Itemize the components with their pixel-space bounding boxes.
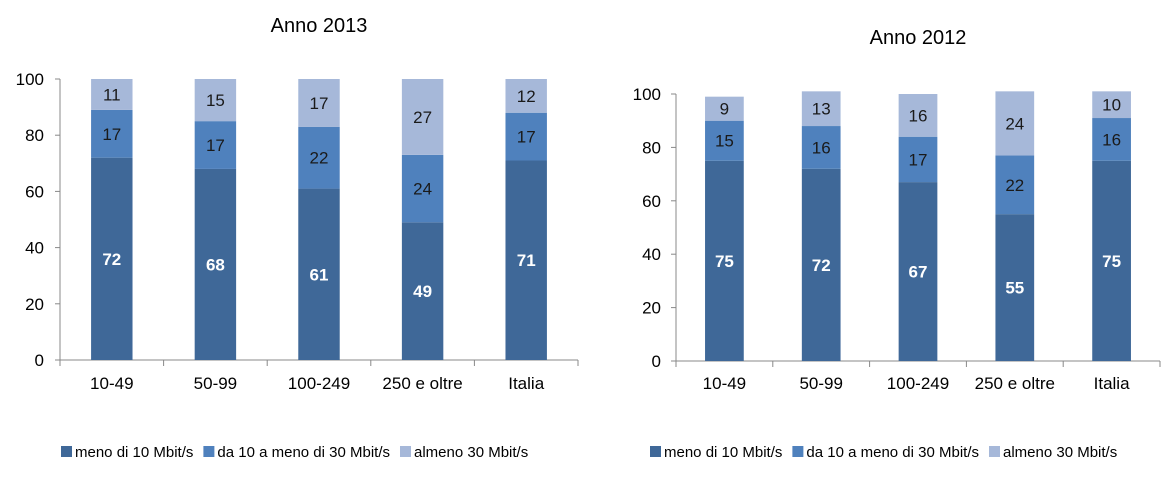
bar-0-3-s2 <box>401 79 444 155</box>
data-label-1-4-s1: 16 <box>1102 130 1121 149</box>
bar-0-0-s2 <box>91 79 133 110</box>
data-label-0-4-s2: 12 <box>517 87 536 106</box>
data-label-1-1-s2: 13 <box>812 100 831 119</box>
data-label-0-3-s2: 27 <box>413 108 432 127</box>
bar-0-1-s1 <box>194 121 237 169</box>
legend-swatch-0-0 <box>61 446 72 457</box>
y-tick-label-1-20: 20 <box>642 299 661 318</box>
category-label-0-0: 10-49 <box>90 374 133 393</box>
data-label-0-0-s2: 11 <box>103 85 121 104</box>
bar-0-2-s2 <box>298 79 340 127</box>
category-label-0-3: 250 e oltre <box>382 374 462 393</box>
bar-0-1-s2 <box>194 79 237 122</box>
data-label-1-0-s1: 15 <box>715 132 734 151</box>
bar-1-4-s0 <box>1092 160 1131 361</box>
bar-1-2-s2 <box>898 94 938 137</box>
legend-swatch-1-2 <box>989 446 1000 457</box>
bar-0-2-s0 <box>298 188 340 360</box>
data-label-0-1-s1: 17 <box>206 136 225 155</box>
category-label-1-4: Italia <box>1094 374 1130 393</box>
data-label-1-4-s0: 75 <box>1102 252 1121 271</box>
y-tick-label-1-0: 0 <box>652 352 661 371</box>
bar-0-4-s1 <box>505 112 547 161</box>
category-label-0-4: Italia <box>508 374 544 393</box>
legend-swatch-1-1 <box>792 446 804 457</box>
data-label-0-0-s0: 72 <box>102 250 121 269</box>
legend-label-0-0: meno di 10 Mbit/s <box>75 444 193 461</box>
y-tick-label-0-0: 0 <box>35 351 44 370</box>
bar-1-1-s2 <box>801 91 841 127</box>
legend-label-0-2: almeno 30 Mbit/s <box>414 444 528 461</box>
y-tick-label-1-40: 40 <box>642 245 661 264</box>
data-label-0-0-s1: 17 <box>102 125 121 144</box>
data-label-1-1-s0: 72 <box>812 256 831 275</box>
data-label-1-3-s2: 24 <box>1005 114 1024 133</box>
y-tick-label-1-80: 80 <box>642 138 661 157</box>
bar-0-3-s1 <box>401 154 444 223</box>
data-label-0-1-s2: 15 <box>206 91 225 110</box>
legend-swatch-0-2 <box>400 446 411 457</box>
y-tick-label-0-60: 60 <box>25 182 44 201</box>
bar-1-4-s2 <box>1092 91 1131 119</box>
y-tick-label-0-40: 40 <box>25 239 44 258</box>
data-label-1-1-s1: 16 <box>812 138 831 157</box>
data-label-0-3-s1: 24 <box>413 180 432 199</box>
category-label-1-2: 100-249 <box>887 374 949 393</box>
legend-label-1-0: meno di 10 Mbit/s <box>664 444 782 461</box>
bar-1-0-s2 <box>705 96 744 121</box>
data-label-1-0-s2: 9 <box>720 100 729 119</box>
data-label-1-3-s1: 22 <box>1005 176 1024 195</box>
legend-label-1-1: da 10 a meno di 30 Mbit/s <box>806 444 979 461</box>
bar-0-3-s0 <box>401 222 444 360</box>
bar-1-3-s2 <box>995 91 1035 156</box>
bar-1-0-s0 <box>705 160 744 361</box>
data-label-0-1-s0: 68 <box>206 255 225 274</box>
data-label-0-2-s0: 61 <box>310 265 329 284</box>
chart-title-0: Anno 2013 <box>271 15 368 37</box>
data-label-0-3-s0: 49 <box>413 282 432 301</box>
bar-1-2-s0 <box>898 182 938 361</box>
data-label-1-3-s0: 55 <box>1005 279 1024 298</box>
data-label-1-2-s1: 17 <box>909 150 928 169</box>
bar-1-2-s1 <box>898 136 938 183</box>
data-label-0-4-s1: 17 <box>517 128 536 147</box>
legend-label-1-2: almeno 30 Mbit/s <box>1003 444 1117 461</box>
data-label-1-0-s0: 75 <box>715 252 734 271</box>
bar-0-0-s1 <box>91 109 133 158</box>
bar-0-2-s1 <box>298 126 340 189</box>
bar-0-4-s2 <box>505 79 547 113</box>
bar-1-3-s0 <box>995 214 1035 361</box>
y-tick-label-1-100: 100 <box>633 85 661 104</box>
data-label-0-2-s2: 17 <box>310 94 329 113</box>
data-label-1-2-s2: 16 <box>909 106 928 125</box>
y-tick-label-1-60: 60 <box>642 192 661 211</box>
bar-1-1-s1 <box>801 126 841 169</box>
category-label-1-0: 10-49 <box>703 374 746 393</box>
y-tick-label-0-100: 100 <box>16 70 44 89</box>
y-tick-label-0-80: 80 <box>25 126 44 145</box>
bar-0-1-s0 <box>194 168 237 360</box>
legend-swatch-1-0 <box>650 446 661 457</box>
bar-1-4-s1 <box>1092 118 1131 161</box>
legend-label-0-1: da 10 a meno di 30 Mbit/s <box>217 444 390 461</box>
bar-1-1-s0 <box>801 168 841 361</box>
data-label-0-4-s0: 71 <box>517 251 536 270</box>
bar-1-3-s1 <box>995 155 1035 215</box>
legend-swatch-0-1 <box>203 446 215 457</box>
data-label-0-2-s1: 22 <box>310 149 329 168</box>
data-label-1-2-s0: 67 <box>909 263 928 282</box>
data-label-1-4-s2: 10 <box>1102 96 1121 115</box>
category-label-0-1: 50-99 <box>194 374 237 393</box>
category-label-1-3: 250 e oltre <box>975 374 1055 393</box>
category-label-1-1: 50-99 <box>799 374 842 393</box>
chart-title-1: Anno 2012 <box>870 27 967 49</box>
bar-0-0-s0 <box>91 157 133 360</box>
bar-1-0-s1 <box>705 120 744 161</box>
category-label-0-2: 100-249 <box>288 374 350 393</box>
bar-0-4-s0 <box>505 160 547 360</box>
y-tick-label-0-20: 20 <box>25 295 44 314</box>
